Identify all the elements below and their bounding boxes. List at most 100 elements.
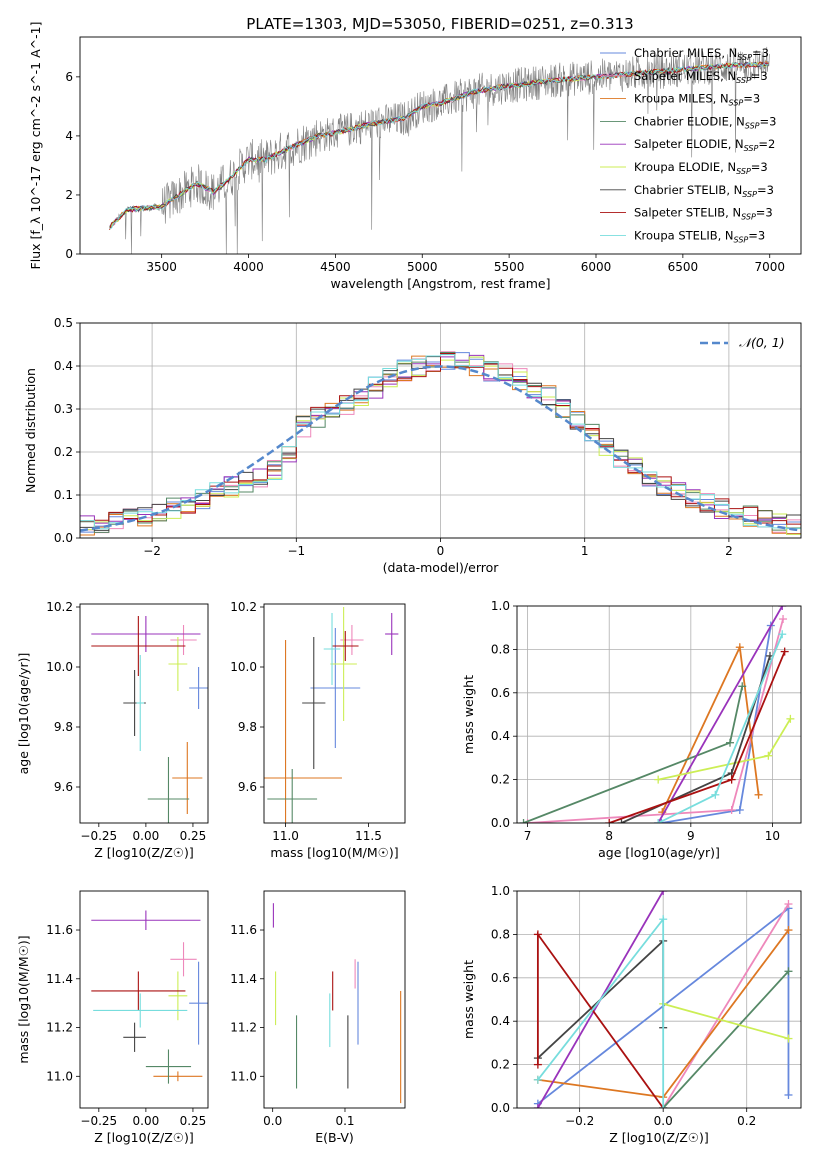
x-tick-label: 0.0 — [654, 1114, 673, 1128]
x-tick-label: 0.0 — [263, 1114, 282, 1128]
legend-label: Salpeter STELIB, NSSP=3 — [634, 206, 773, 222]
mass-weight-salpeter-stelib — [605, 647, 789, 823]
mass-weight-kroupa-elodie — [654, 714, 795, 784]
axes-frame — [79, 322, 802, 539]
legend-label: Salpeter MILES, NSSP=3 — [634, 69, 768, 85]
x-tick-label: 0.00 — [133, 1114, 160, 1128]
mass-weight-kroupa-stelib — [533, 915, 668, 1108]
axes: −0.2 0.0 0.2 0.0 0.2 0.4 0.6 0.8 1.0 Z [log10(Z/Z… — [461, 884, 756, 1145]
axes-frame — [516, 890, 802, 1109]
axes-frame — [79, 603, 209, 824]
data-spectrum-line — [109, 46, 770, 254]
axes: 3500 4000 4500 5000 5500 6000 6500 7000 0 2 4 6 wave… — [28, 22, 785, 291]
legend-label: Salpeter ELODIE, NSSP=2 — [634, 137, 775, 153]
x-tick-label: 5000 — [407, 260, 438, 274]
error-bar-salpeter-elodie — [91, 616, 201, 652]
y-tick-label: 0.4 — [491, 1014, 510, 1028]
x-tick-label: 11.5 — [355, 829, 382, 843]
axes: 7 8 9 10 0.0 0.2 0.4 0.6 0.8 1.0 age [log10(age/yr… — [461, 599, 780, 860]
x-tick-label: 5500 — [494, 260, 525, 274]
x-tick-label: −0.2 — [565, 1114, 594, 1128]
error-bar-chabrier-miles — [310, 628, 361, 748]
x-axis-label: Z [log10(Z/Z☉)] — [609, 1130, 709, 1145]
error-bar-salpeter-miles — [170, 942, 197, 977]
x-axis-label: wavelength [Angstrom, rest frame] — [330, 276, 550, 291]
mass-weight-line — [662, 970, 790, 1108]
x-tick-label: 6500 — [668, 260, 699, 274]
y-tick-label: 10.0 — [46, 660, 73, 674]
error-bar-chabrier-miles — [189, 667, 208, 709]
error-bar-salpeter-stelib — [91, 971, 186, 1011]
panel-mass_weight_vs_Z: −0.2 0.0 0.2 0.0 0.2 0.4 0.6 0.8 1.0 Z [log10(Z/Z… — [461, 884, 802, 1145]
mass-weight-line — [523, 686, 744, 823]
panel-mass_vs_EBV: 0.0 0.1 11.0 11.2 11.4 11.6 E(B-V) — [230, 890, 406, 1145]
y-tick-label: 0.0 — [491, 816, 510, 830]
x-tick-label: −0.25 — [80, 829, 117, 843]
axes-frame — [516, 605, 802, 824]
error-bar-salpeter-elodie — [385, 613, 399, 655]
plot-body — [272, 903, 402, 1104]
y-tick-label: 0.8 — [491, 927, 510, 941]
legend-label: 𝒩(0, 1) — [739, 335, 785, 350]
mass-weight-line — [657, 633, 784, 823]
x-tick-label: 0.25 — [180, 829, 207, 843]
x-tick-label: 4000 — [233, 260, 264, 274]
mass-weight-kroupa-miles — [658, 643, 763, 817]
mass-weight-line — [537, 916, 665, 1108]
mass-weight-chabrier-elodie — [519, 682, 747, 823]
y-axis-label: mass weight — [461, 960, 476, 1039]
mass-weight-salpeter-miles — [659, 900, 793, 1108]
mass-weight-chabrier-elodie — [659, 967, 793, 1108]
plot-body — [533, 891, 793, 1108]
error-bar-kroupa-stelib — [323, 613, 341, 685]
y-axis-label: mass weight — [461, 675, 476, 754]
x-tick-label: 2 — [725, 544, 733, 558]
y-tick-label: 0.5 — [54, 316, 73, 330]
mass-weight-line — [657, 606, 784, 823]
y-tick-label: 9.8 — [54, 720, 73, 734]
y-axis-label: Flux [f_λ 10^-17 erg cm^-2 s^-1 A^-1] — [28, 22, 43, 270]
x-tick-label: 0.1 — [335, 1114, 354, 1128]
y-tick-label: 11.6 — [230, 923, 257, 937]
y-tick-label: 11.4 — [230, 972, 257, 986]
y-tick-label: 10.2 — [230, 600, 257, 614]
error-bar-chabrier-stelib — [302, 637, 326, 769]
mass-weight-line — [657, 718, 792, 781]
y-tick-label: 9.6 — [54, 780, 73, 794]
panel-age_vs_mass: 11.0 11.5 9.6 9.8 10.0 10.2 mass [log10(M/M☉)] — [230, 600, 406, 860]
y-tick-label: 11.4 — [46, 972, 73, 986]
error-bar-salpeter-stelib — [91, 616, 186, 676]
legend-label: Chabrier MILES, NSSP=3 — [634, 46, 769, 62]
legend-label: Kroupa MILES, NSSP=3 — [634, 92, 760, 108]
error-bar-kroupa-miles — [264, 640, 342, 823]
error-bar-kroupa-miles — [172, 742, 203, 814]
y-tick-label: 11.0 — [230, 1069, 257, 1083]
error-bar-kroupa-elodie — [330, 607, 357, 721]
legend-label: Kroupa STELIB, NSSP=3 — [634, 228, 765, 244]
y-tick-label: 4 — [65, 129, 73, 143]
y-tick-label: 0.6 — [491, 971, 510, 985]
x-tick-label: 6000 — [581, 260, 612, 274]
y-tick-label: 0 — [65, 247, 73, 261]
normal-distribution-curve — [80, 365, 801, 532]
y-tick-label: 0.1 — [54, 488, 73, 502]
figure-title: PLATE=1303, MJD=53050, FIBERID=0251, z=0… — [246, 15, 633, 33]
x-axis-label: (data-model)/error — [383, 560, 500, 575]
y-tick-label: 0.2 — [54, 445, 73, 459]
y-tick-label: 0.2 — [491, 1058, 510, 1072]
x-tick-label: 3500 — [146, 260, 177, 274]
x-tick-label: 0.00 — [133, 829, 160, 843]
error-bar-chabrier-elodie — [267, 769, 318, 823]
mass-weight-salpeter-miles — [523, 615, 788, 823]
axes: −2 −1 0 1 2 0.0 0.1 0.2 0.3 0.4 0.5 (data-model)/er… — [23, 316, 733, 575]
plots-layer: 3500 4000 4500 5000 5500 6000 6500 7000 0 2 4 6 wave… — [16, 22, 802, 1145]
x-tick-label: 4500 — [320, 260, 351, 274]
panel-residuals: −2 −1 0 1 2 0.0 0.1 0.2 0.3 0.4 0.5 (data-model)/er… — [23, 316, 802, 575]
x-axis-label: Z [log10(Z/Z☉)] — [94, 845, 194, 860]
x-axis-label: Z [log10(Z/Z☉)] — [94, 1130, 194, 1145]
error-bar-chabrier-miles — [189, 961, 208, 1045]
y-tick-label: 0.0 — [54, 531, 73, 545]
y-tick-label: 1.0 — [491, 884, 510, 898]
x-tick-label: 11.0 — [272, 829, 299, 843]
y-tick-label: 0.8 — [491, 642, 510, 656]
